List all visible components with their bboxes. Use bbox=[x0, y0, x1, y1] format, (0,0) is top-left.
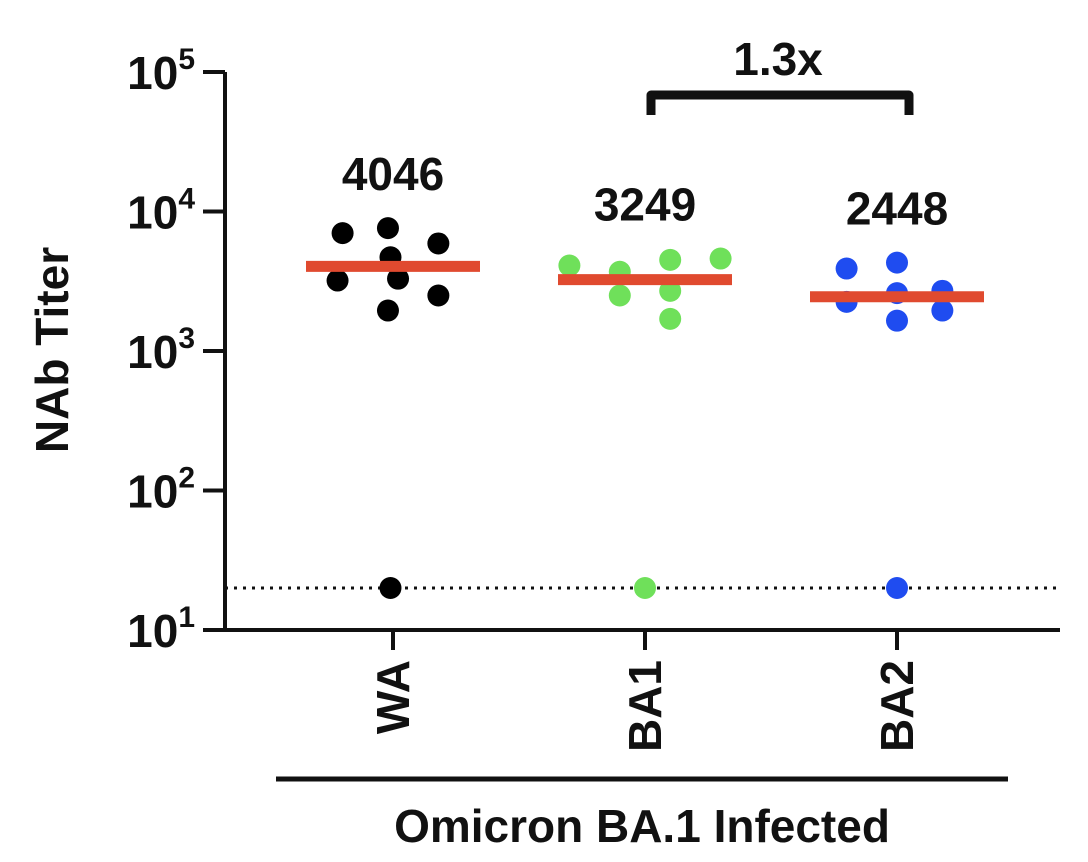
median-label-wa: 4046 bbox=[342, 148, 444, 200]
point-ba1-2 bbox=[659, 248, 682, 271]
point-wa-5 bbox=[387, 267, 410, 290]
point-ba1-5 bbox=[659, 279, 682, 302]
point-wa-2 bbox=[427, 232, 450, 255]
point-ba2-7 bbox=[886, 577, 908, 600]
point-wa-8 bbox=[379, 577, 402, 600]
comparison-bracket-0 bbox=[646, 90, 914, 115]
comparison-label-0: 1.3x bbox=[733, 33, 823, 85]
point-ba2-5 bbox=[931, 299, 954, 322]
y-axis-label: NAb Titer bbox=[26, 247, 78, 453]
point-wa-6 bbox=[427, 284, 450, 307]
plot-area bbox=[225, 217, 1060, 600]
point-wa-0 bbox=[331, 222, 354, 245]
median-label-ba2: 2448 bbox=[846, 183, 948, 235]
point-ba1-0 bbox=[558, 254, 581, 277]
point-wa-1 bbox=[376, 217, 399, 240]
point-ba2-0 bbox=[835, 257, 858, 280]
point-ba2-1 bbox=[886, 251, 908, 274]
x-tick-label-wa: WA bbox=[367, 660, 419, 734]
y-tick-label-10: 101 bbox=[127, 601, 195, 657]
median-label-ba1: 3249 bbox=[594, 179, 696, 231]
axes: 101 102 103 104 105 WA BA1 BA2 bbox=[127, 43, 1060, 782]
point-wa-7 bbox=[376, 299, 399, 322]
x-tick-label-ba1: BA1 bbox=[619, 660, 671, 752]
y-tick-label-10000: 104 bbox=[127, 183, 195, 239]
y-tick-label-1000: 103 bbox=[127, 322, 195, 378]
point-wa-3 bbox=[326, 269, 349, 292]
x-tick-label-ba2: BA2 bbox=[871, 660, 923, 752]
y-tick-label-100000: 105 bbox=[127, 43, 195, 99]
y-tick-label-100: 102 bbox=[127, 462, 195, 518]
point-ba1-6 bbox=[659, 307, 682, 330]
labels: NAb Titer Omicron BA.1 Infected 4046 3249… bbox=[26, 33, 948, 852]
x-axis-label: Omicron BA.1 Infected bbox=[394, 800, 890, 852]
point-ba1-7 bbox=[634, 577, 656, 600]
point-ba1-3 bbox=[709, 247, 732, 270]
point-ba2-6 bbox=[886, 309, 908, 332]
point-ba1-4 bbox=[608, 284, 631, 307]
